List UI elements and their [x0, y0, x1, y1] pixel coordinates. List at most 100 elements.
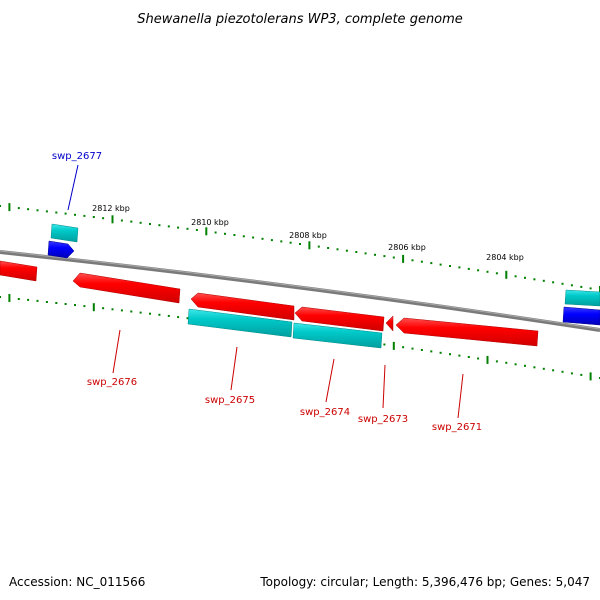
gene-box-cyan-2[interactable]	[292, 322, 383, 349]
outer-ruler-dot	[439, 263, 442, 266]
outer-ruler-dot	[45, 210, 48, 213]
map-title: Shewanella piezotolerans WP3, complete g…	[137, 12, 463, 27]
outer-ruler-dot	[214, 231, 217, 234]
gene-arrow-swp-2673[interactable]	[385, 315, 394, 332]
outer-ruler-dot	[477, 269, 480, 272]
outer-ruler-dot	[458, 266, 461, 269]
outer-ruler-dot	[139, 221, 142, 224]
tick-label-2804: 2804 kbp	[486, 253, 524, 262]
gene-box-blue-right[interactable]	[562, 306, 600, 326]
gene-arrow-swp-2676[interactable]	[72, 272, 181, 304]
outer-ruler-dot	[0, 205, 1, 207]
outer-ruler-dot	[486, 270, 489, 273]
ruler-dots	[0, 203, 600, 381]
inner-ruler-dot	[580, 373, 583, 376]
inner-ruler-dot	[411, 347, 414, 350]
inner-ruler-dot	[495, 360, 498, 363]
outer-ruler-major-tick	[505, 270, 508, 279]
gene-arrow-swp-2675[interactable]	[190, 292, 295, 321]
inner-ruler-dot	[570, 372, 573, 375]
outer-ruler-major-tick	[402, 254, 405, 263]
outer-ruler-dot	[261, 237, 264, 240]
outer-ruler-dot	[167, 225, 170, 228]
gene-label-swp-2673[interactable]: swp_2673	[358, 414, 408, 425]
inner-ruler-major-tick	[589, 372, 592, 381]
gene-arrow-swp-2674[interactable]	[294, 306, 385, 332]
gene-box-cyan-1[interactable]	[187, 308, 293, 338]
callout-line-swp-2676	[112, 329, 121, 374]
inner-ruler-dot	[130, 310, 133, 313]
outer-ruler-dot	[345, 249, 348, 252]
gene-arrow-partial-left[interactable]	[0, 260, 38, 282]
gene-label-swp-2676[interactable]: swp_2676	[87, 377, 137, 388]
inner-ruler-dot	[542, 367, 545, 370]
accession-label: Accession: NC_011566	[9, 575, 146, 589]
outer-ruler-major-tick	[205, 227, 208, 236]
outer-ruler-dot	[252, 236, 255, 239]
outer-ruler-dot	[524, 276, 526, 279]
inner-ruler-dot	[561, 370, 564, 373]
inner-ruler-dot	[505, 361, 508, 364]
inner-ruler-dot	[430, 350, 433, 353]
gene-arrow-swp-2671[interactable]	[395, 317, 539, 347]
ruler-tick-labels: 2812 kbp 2810 kbp 2808 kbp 2806 kbp 2804…	[92, 204, 524, 262]
tick-label-2810: 2810 kbp	[191, 218, 229, 227]
outer-ruler-dot	[270, 239, 273, 242]
outer-ruler-major-tick	[111, 215, 114, 224]
gene-label-swp-2674[interactable]: swp_2674	[300, 407, 350, 418]
callout-line-swp-2677	[67, 164, 79, 211]
gene-label-swp-2671[interactable]: swp_2671	[432, 422, 482, 433]
gene-label-swp-2675[interactable]: swp_2675	[205, 395, 255, 406]
inner-ruler-dot	[383, 343, 386, 346]
inner-ruler-dot	[36, 299, 39, 302]
tick-label-2812: 2812 kbp	[92, 204, 130, 213]
outer-ruler-dot	[589, 287, 592, 290]
inner-ruler-dot	[17, 298, 20, 300]
tick-label-2806: 2806 kbp	[388, 243, 426, 252]
inner-ruler-dot	[120, 309, 123, 312]
outer-ruler-dot	[64, 212, 67, 215]
inner-ruler-dot	[55, 302, 58, 304]
inner-ruler-dot	[402, 346, 405, 349]
outer-ruler-dot	[336, 248, 339, 251]
outer-ruler-dot	[552, 281, 555, 284]
outer-ruler-dot	[420, 260, 423, 263]
outer-ruler-dot	[561, 282, 564, 285]
callout-line-swp-2674	[325, 358, 335, 403]
inner-ruler-dot	[64, 303, 67, 305]
genome-backbone	[0, 250, 600, 332]
gene-box-cyan-swp-2677[interactable]	[50, 223, 79, 243]
outer-ruler-dot	[17, 207, 20, 210]
outer-ruler-dot	[495, 272, 498, 275]
outer-ruler-dot	[327, 247, 330, 249]
inner-ruler-dot	[467, 356, 470, 358]
gene-box-cyan-right[interactable]	[564, 289, 600, 307]
gene-arrow-blue-left[interactable]	[47, 240, 75, 259]
outer-ruler-dot	[570, 284, 573, 287]
gene-labels: swp_2677 swp_2676 swp_2675 swp_2674 swp_…	[52, 151, 482, 433]
inner-ruler-dot	[111, 308, 114, 311]
inner-ruler-dot	[420, 349, 423, 351]
inner-ruler-dot	[74, 304, 76, 306]
inner-ruler-dot	[139, 311, 142, 314]
inner-ruler-major-tick	[92, 303, 95, 312]
inner-ruler-major-tick	[392, 341, 395, 350]
outer-ruler-dot	[392, 256, 395, 259]
inner-ruler-dot	[552, 369, 555, 372]
outer-ruler-dot	[224, 232, 226, 235]
outer-ruler-dot	[102, 217, 105, 220]
outer-ruler-dot	[514, 275, 517, 278]
outer-ruler-dot	[542, 279, 545, 282]
inner-ruler-dot	[458, 354, 461, 357]
outer-ruler-dot	[533, 278, 536, 281]
gene-features	[0, 223, 600, 349]
outer-ruler-dot	[27, 208, 30, 211]
outer-ruler-dot	[177, 226, 180, 229]
gene-label-swp-2677[interactable]: swp_2677	[52, 151, 102, 162]
inner-ruler-dot	[27, 298, 30, 301]
inner-ruler-major-tick	[8, 294, 11, 302]
outer-ruler-dot	[467, 267, 470, 270]
inner-ruler-dot	[158, 313, 161, 316]
outer-ruler-dot	[36, 209, 39, 212]
